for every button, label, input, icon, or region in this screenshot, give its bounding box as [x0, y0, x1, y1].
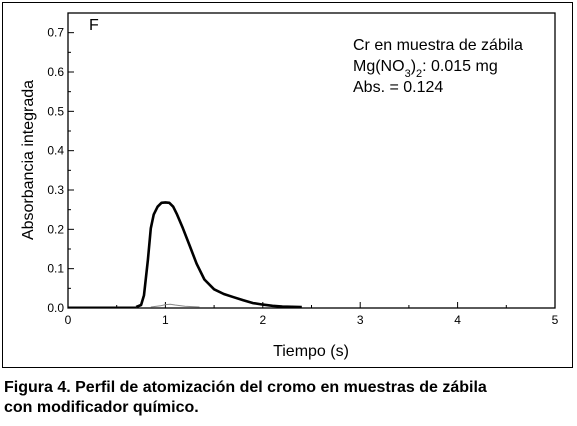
caption-line1: Figura 4. Perfil de atomización del crom…	[4, 379, 487, 396]
caption-line2: con modificador químico.	[4, 399, 199, 416]
panel-label: F	[89, 17, 99, 34]
y-tick-label: 0.5	[47, 104, 64, 118]
annotation-line2-rest: : 0.015 mg	[422, 58, 498, 75]
y-tick-label: 0.3	[47, 183, 64, 197]
y-axis-label: Absorbancia integrada	[20, 80, 37, 240]
x-tick-label: 5	[552, 313, 559, 327]
annotation-block: Cr en muestra de zábila Mg(NO3)2: 0.015 …	[353, 37, 523, 96]
annotation-line2-sub2: 2	[416, 68, 422, 80]
x-tick-label: 0	[65, 313, 72, 327]
ticks: 0 1 2 3 4 50.00.10.20.30.40.50.60.7	[47, 26, 558, 327]
y-tick-label: 0.6	[47, 65, 64, 79]
y-tick-label: 0.4	[47, 144, 64, 158]
y-tick-label: 0.0	[47, 301, 64, 315]
annotation-line2: Mg(NO3)2: 0.015 mg	[353, 58, 498, 80]
x-axis-label: Tiempo (s)	[273, 343, 349, 360]
annotation-line2-sub: 3	[405, 68, 411, 80]
annotation-line2-main: Mg(NO	[353, 58, 405, 75]
x-tick-label: 2	[259, 313, 266, 327]
chart: 0 1 2 3 4 50.00.10.20.30.40.50.60.7 F Cr en m…	[20, 12, 559, 360]
absorbance-curve	[135, 201, 302, 309]
x-tick-label: 1	[162, 313, 169, 327]
y-tick-label: 0.2	[47, 222, 64, 236]
background-curve	[150, 303, 200, 308]
figure-frame: 0 1 2 3 4 5 0.0 0.1 0.2 0.3 0.4 0.5 0.6 0.7 F Cr en m…	[2, 2, 573, 368]
y-tick-label: 0.1	[47, 262, 64, 276]
annotation-line1: Cr en muestra de zábila	[353, 37, 523, 54]
annotation-line2-close: )	[411, 58, 416, 75]
annotation-line3: Abs. = 0.124	[353, 79, 443, 96]
y-tick-label: 0.7	[47, 26, 64, 40]
figure-caption: Figura 4. Perfil de atomización del crom…	[4, 378, 574, 418]
x-tick-label: 4	[454, 313, 461, 327]
series-layer	[68, 201, 302, 309]
x-tick-label: 3	[357, 313, 364, 327]
